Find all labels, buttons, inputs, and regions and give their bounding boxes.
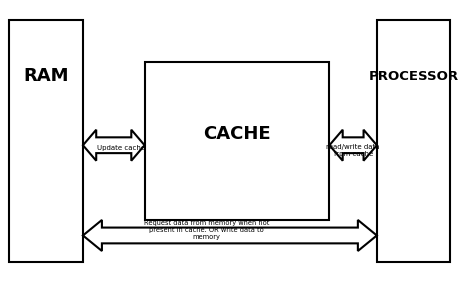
Bar — [9, 20, 83, 262]
Text: CACHE: CACHE — [203, 125, 271, 143]
Text: Request data from memory when not
present in cache. OR write data to
memory: Request data from memory when not presen… — [144, 220, 269, 240]
Polygon shape — [329, 130, 377, 161]
Text: Update cache: Update cache — [97, 145, 145, 151]
Polygon shape — [83, 130, 145, 161]
Bar — [377, 20, 450, 262]
Text: PROCESSOR: PROCESSOR — [369, 70, 459, 83]
Bar — [145, 62, 329, 220]
Polygon shape — [83, 220, 377, 251]
Text: read/write data
from cache: read/write data from cache — [327, 144, 380, 157]
Text: RAM: RAM — [23, 67, 69, 85]
